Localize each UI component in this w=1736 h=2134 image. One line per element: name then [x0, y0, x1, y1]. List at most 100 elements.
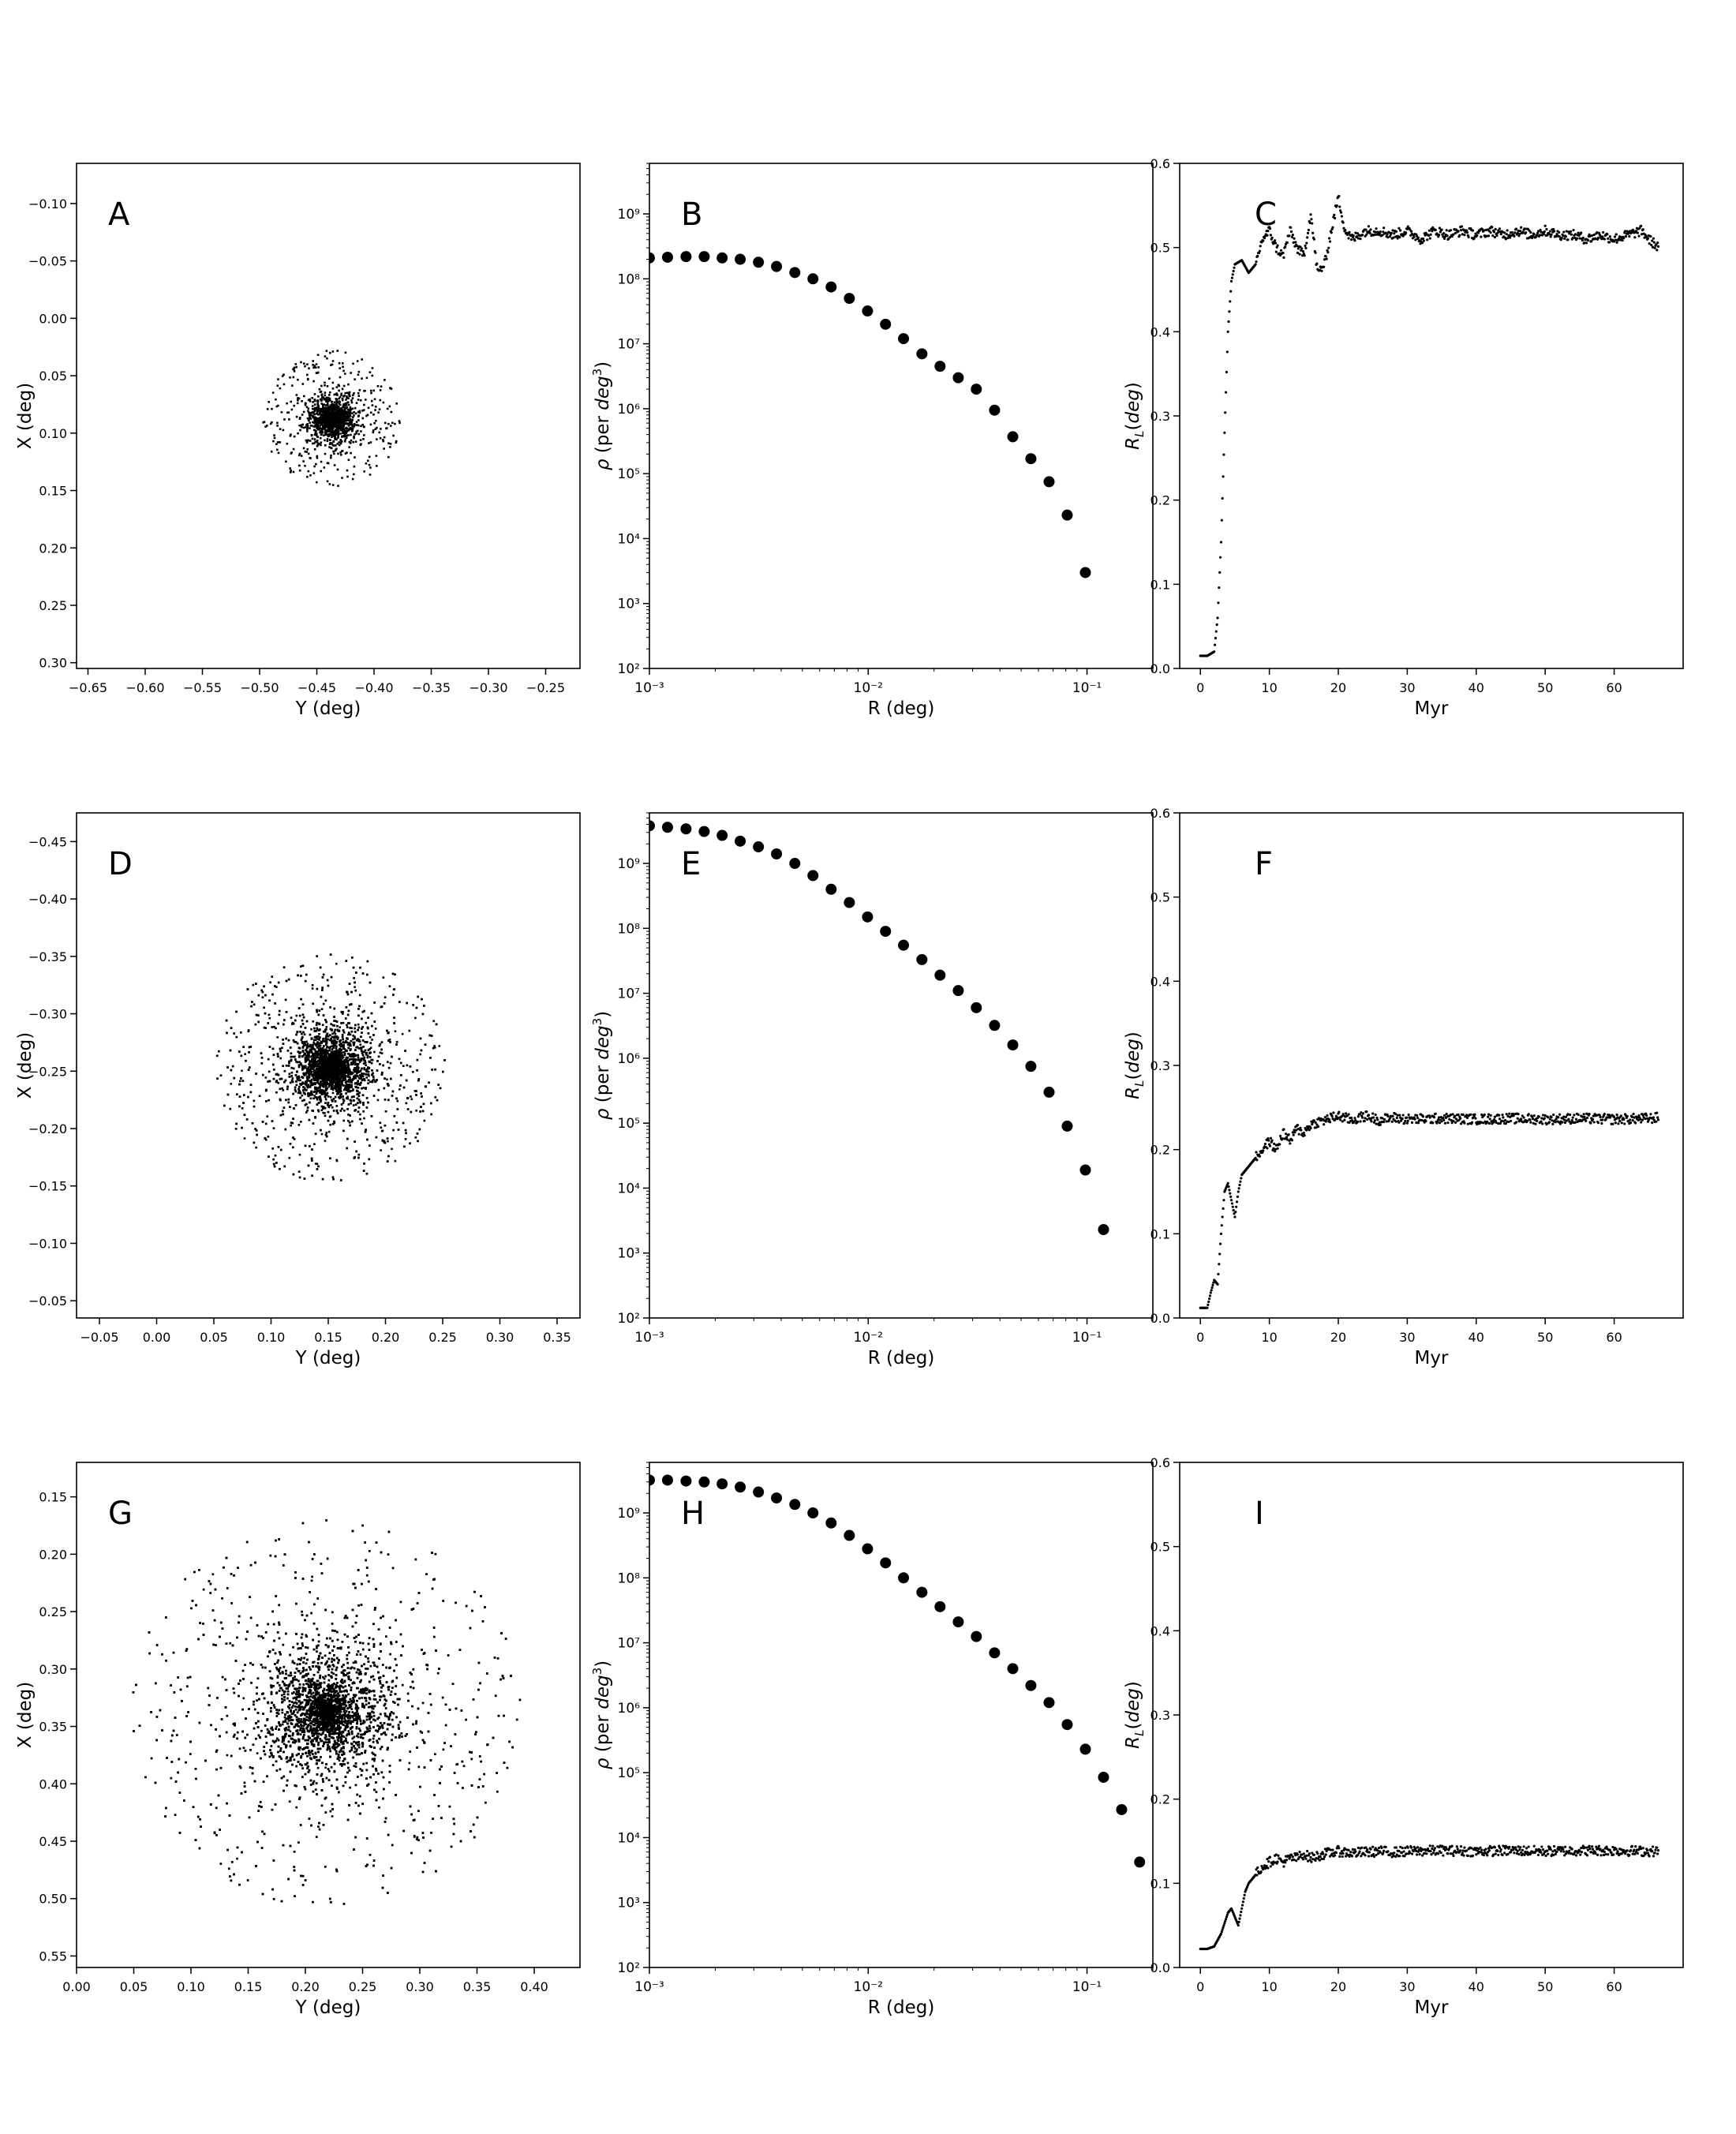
series-point	[1298, 253, 1300, 256]
series-point	[1480, 236, 1482, 238]
y-tick-label: 10⁸	[618, 271, 641, 287]
data-point	[331, 428, 334, 430]
data-point	[356, 402, 358, 404]
data-point	[327, 440, 329, 442]
data-point	[320, 437, 322, 440]
data-point	[349, 414, 351, 416]
series-point	[1410, 230, 1412, 233]
data-point	[391, 421, 394, 424]
data-point	[347, 434, 350, 436]
data-point	[330, 414, 332, 416]
series-point	[1493, 230, 1495, 233]
series-point	[1364, 228, 1367, 230]
series-point	[1553, 230, 1555, 232]
data-point	[314, 438, 316, 440]
data-point	[361, 417, 364, 420]
series-point	[1565, 235, 1567, 238]
data-point	[370, 390, 372, 392]
series-point	[1348, 231, 1350, 234]
data-point	[320, 441, 322, 444]
data-point	[306, 430, 309, 432]
data-point	[264, 425, 267, 428]
data-point	[347, 409, 350, 411]
series-point	[1423, 240, 1425, 242]
data-point	[320, 391, 323, 393]
data-point	[350, 434, 352, 436]
density-point	[753, 256, 764, 268]
data-point	[322, 419, 324, 421]
data-point	[315, 463, 317, 466]
data-point	[340, 393, 342, 395]
data-point	[289, 467, 291, 470]
series-point	[1637, 232, 1639, 234]
data-point	[332, 360, 335, 362]
series-point	[1651, 239, 1653, 241]
data-point	[353, 392, 355, 395]
data-point	[298, 455, 301, 457]
data-point	[324, 417, 327, 420]
data-point	[340, 439, 342, 441]
data-point	[279, 428, 282, 430]
y-tick-label: 0.25	[39, 598, 67, 613]
data-point	[303, 362, 305, 365]
data-point	[325, 399, 327, 401]
series-point	[1361, 234, 1364, 236]
data-point	[316, 421, 319, 424]
x-tick-label: −0.35	[412, 680, 451, 695]
data-point	[339, 420, 341, 422]
data-point	[342, 370, 345, 373]
series-point	[1397, 227, 1400, 230]
data-point	[276, 425, 279, 427]
data-point	[332, 484, 335, 486]
y-tick-label: 10⁵	[618, 466, 640, 482]
data-point	[307, 378, 309, 380]
data-point	[352, 397, 354, 399]
data-point	[347, 392, 350, 395]
series-point	[1259, 250, 1261, 253]
data-point	[302, 427, 305, 429]
data-point	[345, 399, 347, 401]
data-point	[316, 455, 318, 458]
series-point	[1311, 222, 1313, 224]
data-point	[305, 402, 307, 405]
series-point	[1323, 266, 1325, 268]
data-point	[353, 411, 355, 414]
data-point	[382, 439, 384, 441]
data-point	[341, 436, 343, 438]
data-point	[362, 438, 365, 440]
data-point	[368, 442, 370, 444]
data-point	[291, 384, 294, 387]
series-point	[1327, 247, 1330, 249]
data-point	[360, 430, 362, 432]
data-point	[350, 372, 352, 374]
density-point	[844, 293, 855, 304]
series-point	[1213, 650, 1215, 653]
data-point	[312, 443, 314, 445]
data-point	[320, 444, 322, 447]
data-point	[312, 415, 314, 417]
data-point	[331, 401, 334, 403]
data-point	[318, 418, 320, 421]
data-point	[312, 412, 314, 414]
data-point	[369, 466, 372, 469]
data-point	[331, 447, 333, 450]
data-point	[392, 435, 395, 437]
data-point	[326, 414, 328, 417]
density-point	[1043, 476, 1054, 487]
data-point	[312, 360, 314, 362]
data-point	[343, 395, 346, 397]
data-point	[273, 434, 275, 436]
data-point	[395, 402, 398, 405]
series-point	[1563, 238, 1566, 240]
density-point	[971, 384, 982, 395]
data-point	[376, 427, 378, 429]
series-point	[1302, 250, 1304, 253]
data-point	[304, 465, 306, 467]
series-point	[1491, 226, 1493, 228]
y-tick-label: −0.10	[28, 197, 67, 212]
series-point	[1255, 263, 1257, 265]
data-point	[327, 481, 329, 483]
data-point	[320, 415, 323, 417]
data-point	[313, 466, 316, 468]
